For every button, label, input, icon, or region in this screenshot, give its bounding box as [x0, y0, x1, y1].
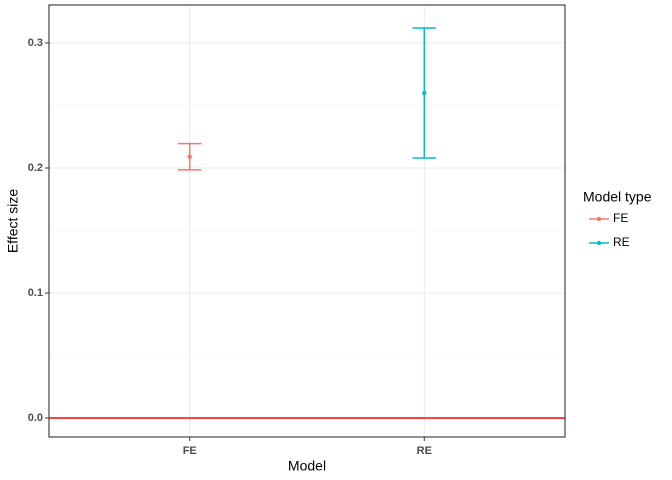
point	[422, 90, 427, 96]
y-tick-label: 0.1	[28, 287, 43, 299]
y-tick-label: 0.2	[28, 162, 43, 174]
x-axis-title: Model	[288, 458, 326, 474]
panel-border	[48, 4, 566, 438]
x-tick-label: FE	[183, 445, 197, 457]
legend-key-point	[596, 216, 602, 222]
legend-title: Model type	[583, 189, 652, 205]
legend-label: RE	[613, 235, 630, 249]
y-axis-title: Effect size	[5, 189, 21, 254]
point	[187, 154, 192, 159]
legend-label: FE	[613, 211, 628, 225]
y-tick-label: 0.3	[28, 37, 43, 49]
x-tick-label: RE	[417, 445, 432, 457]
y-tick-label: 0.0	[28, 412, 43, 424]
legend-key-point	[596, 240, 602, 246]
